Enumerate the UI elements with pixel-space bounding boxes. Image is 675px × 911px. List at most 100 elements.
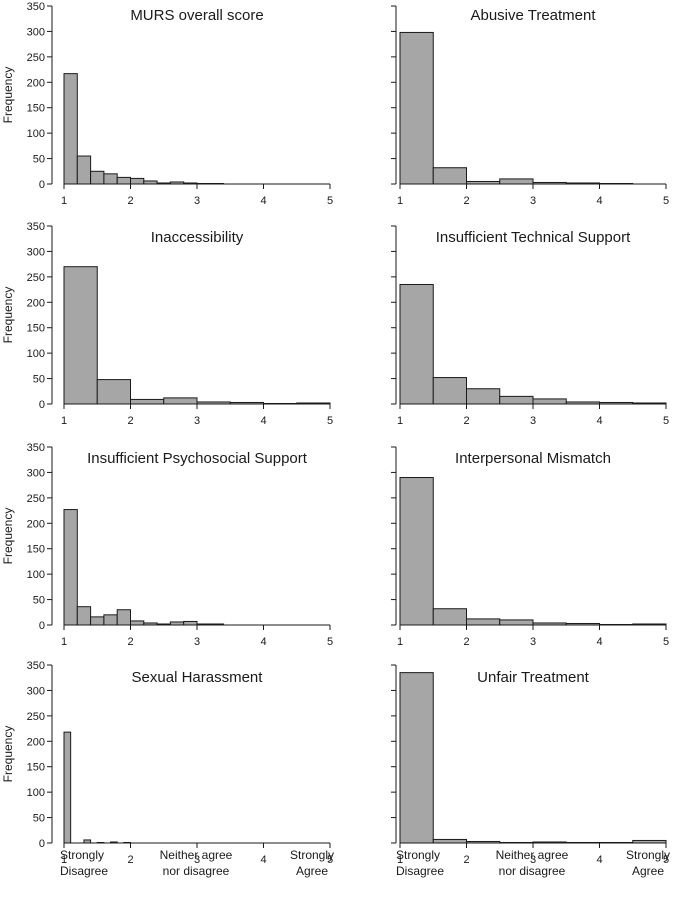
histogram-panel: 1 2 3 4 5050100150200250300350FrequencyInsuf…	[1, 442, 333, 648]
x-tick-label: 3	[530, 854, 536, 866]
y-tick-label: 100	[27, 128, 45, 140]
histogram-bar	[96, 379, 131, 405]
x-axis: 1 2 3 4 5	[61, 183, 333, 207]
histogram-bar	[130, 620, 145, 626]
histogram-panel: 1 2 3 4 5 Insufficient Technical Support	[391, 225, 669, 427]
histogram-bar	[432, 167, 467, 185]
x-tick-label: 4	[596, 195, 602, 207]
x-tick-label: 1	[397, 415, 403, 427]
histogram-bar	[90, 616, 105, 626]
x-tick-label: 3	[194, 415, 200, 427]
cat-strongly-disagree-line2-right: Disagree	[396, 864, 444, 878]
panel-title: Inaccessibility	[151, 229, 244, 246]
histogram-bar	[163, 397, 198, 405]
y-tick-label: 250	[27, 272, 45, 284]
x-tick-label: 4	[260, 415, 266, 427]
y-axis	[391, 446, 397, 626]
x-tick-label: 5	[663, 415, 669, 427]
histogram-bar	[399, 31, 434, 185]
histogram-bar	[466, 618, 501, 626]
panel-title: Insufficient Psychosocial Support	[87, 450, 308, 467]
x-tick-label: 1	[397, 195, 403, 207]
cat-neither-line2-right: nor disagree	[499, 864, 566, 878]
y-tick-label: 150	[27, 762, 45, 774]
y-tick-label: 50	[33, 595, 45, 607]
cat-strongly-disagree-line1-right: Strongly	[396, 848, 440, 862]
y-tick-label: 200	[27, 518, 45, 530]
x-tick-label: 4	[260, 195, 266, 207]
histogram-panel: 1 2 3 4 5050100150200250300350FrequencyInacc…	[1, 221, 333, 427]
y-tick-label: 350	[27, 221, 45, 233]
x-tick-label: 3	[194, 854, 200, 866]
panel-title: Insufficient Technical Support	[436, 229, 631, 246]
x-tick-label: 4	[596, 854, 602, 866]
y-tick-label: 150	[27, 103, 45, 115]
x-tick-label: 5	[663, 195, 669, 207]
histogram-bar	[183, 620, 198, 626]
histogram-bar	[103, 173, 118, 185]
histogram-bar	[103, 614, 118, 626]
x-tick-label: 1	[61, 195, 67, 207]
panels: 1 2 3 4 5050100150200250300350FrequencyMURS …	[1, 1, 669, 866]
histogram-bar	[399, 283, 434, 405]
panel-title: Sexual Harassment	[132, 669, 264, 686]
x-tick-label: 2	[127, 636, 133, 648]
cat-strongly-agree-line2: Agree	[296, 864, 328, 878]
y-axis	[391, 5, 397, 185]
panel-title: Interpersonal Mismatch	[455, 450, 611, 467]
y-tick-label: 250	[27, 711, 45, 723]
y-axis	[391, 225, 397, 405]
cat-strongly-disagree-line1: Strongly	[60, 848, 104, 862]
y-tick-label: 300	[27, 467, 45, 479]
x-tick-label: 2	[463, 415, 469, 427]
x-tick-label: 1	[61, 636, 67, 648]
y-tick-label: 100	[27, 569, 45, 581]
histogram-bar	[116, 176, 131, 185]
histogram-bar	[399, 672, 434, 844]
y-tick-label: 250	[27, 52, 45, 64]
cat-strongly-agree-line1: Strongly	[290, 848, 334, 862]
x-tick-label: 5	[327, 854, 333, 866]
histogram-bar	[130, 177, 145, 185]
histogram-bar	[63, 731, 72, 844]
y-tick-label: 200	[27, 77, 45, 89]
y-tick-label: 150	[27, 323, 45, 335]
y-axis-label: Frequency	[1, 67, 15, 124]
cat-strongly-agree-line2-right: Agree	[632, 864, 664, 878]
histogram-bar	[76, 155, 92, 185]
x-tick-label: 2	[463, 854, 469, 866]
y-axis: 0 50 100 150 200 250 300 350	[27, 660, 53, 850]
x-tick-label: 3	[530, 415, 536, 427]
cat-neither-line2: nor disagree	[163, 864, 230, 878]
histogram-bar	[399, 477, 434, 626]
cat-neither-line1-right: Neither agree	[496, 848, 569, 862]
y-tick-label: 250	[27, 493, 45, 505]
histogram-bar	[432, 608, 467, 626]
y-tick-label: 0	[39, 179, 45, 191]
x-axis: 1 2 3 4 5	[61, 842, 333, 866]
histogram-bar	[116, 609, 131, 626]
x-tick-label: 4	[596, 415, 602, 427]
y-tick-label: 200	[27, 736, 45, 748]
x-tick-label: 1	[61, 854, 67, 866]
x-tick-label: 5	[663, 854, 669, 866]
y-tick-label: 300	[27, 246, 45, 258]
histogram-bar	[63, 266, 98, 405]
cat-neither-line1: Neither agree	[160, 848, 233, 862]
histogram-bar	[499, 619, 534, 626]
x-axis: 1 2 3 4 5	[397, 403, 669, 427]
histogram-bar	[76, 606, 92, 626]
histogram-bar	[90, 170, 105, 185]
x-axis: 1 2 3 4 5	[61, 403, 333, 427]
histogram-bar	[532, 398, 567, 405]
y-axis: 0 50 100 150 200 250 300 350	[27, 442, 53, 632]
histogram-panel: 1 2 3 4 5050100150200250300350FrequencyMURS …	[1, 1, 333, 207]
x-tick-label: 3	[530, 195, 536, 207]
y-axis-label: Frequency	[1, 287, 15, 344]
y-tick-label: 50	[33, 154, 45, 166]
x-tick-label: 3	[530, 636, 536, 648]
y-tick-label: 300	[27, 26, 45, 38]
histogram-bar	[130, 398, 165, 405]
y-tick-label: 50	[33, 813, 45, 825]
